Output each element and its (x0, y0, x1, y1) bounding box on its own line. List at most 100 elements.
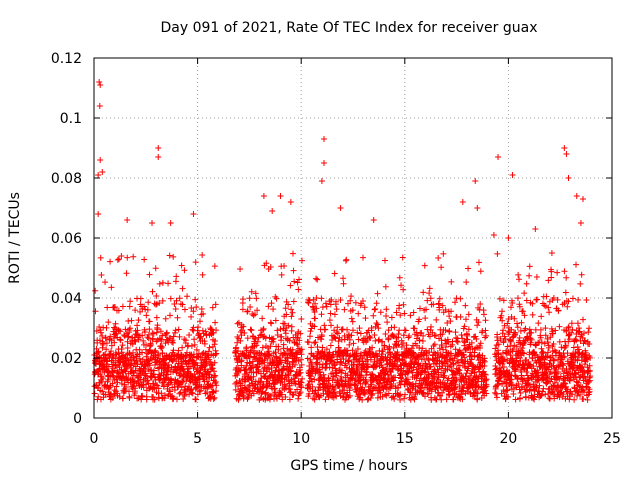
data-point (114, 379, 121, 386)
data-point (483, 390, 490, 397)
data-point (519, 383, 526, 390)
data-point (536, 382, 543, 389)
data-point (549, 330, 556, 337)
data-point (498, 312, 505, 319)
data-point (282, 305, 289, 312)
data-point (492, 366, 499, 373)
data-point (379, 348, 386, 355)
data-point (254, 307, 261, 314)
data-point (491, 389, 498, 396)
data-point (410, 350, 417, 357)
data-point (278, 333, 285, 340)
data-point (281, 320, 288, 327)
data-point (445, 375, 452, 382)
data-point (102, 335, 109, 342)
data-point (355, 336, 362, 343)
data-point (426, 333, 433, 340)
data-point (134, 322, 141, 329)
data-point (448, 367, 455, 374)
data-point (162, 340, 169, 347)
data-point (109, 395, 116, 402)
data-point (234, 339, 241, 346)
data-point (446, 328, 453, 335)
data-point (151, 396, 158, 403)
data-point (400, 332, 407, 339)
data-point (153, 314, 160, 321)
data-point (298, 346, 305, 353)
data-point (292, 380, 299, 387)
x-axis-label: GPS time / hours (290, 458, 407, 474)
data-point (403, 345, 410, 352)
data-point (433, 316, 440, 323)
data-point (118, 349, 125, 356)
data-point (452, 329, 459, 336)
data-point (407, 389, 414, 396)
data-point (123, 384, 130, 391)
data-point (452, 381, 459, 388)
data-point (514, 320, 521, 327)
data-point (357, 350, 364, 357)
data-point (586, 367, 593, 374)
data-point (247, 303, 254, 310)
data-point (139, 392, 146, 399)
data-point (458, 391, 465, 398)
data-point (147, 341, 154, 348)
data-point (537, 326, 544, 333)
data-point (334, 356, 341, 363)
data-point (297, 369, 304, 376)
data-point (327, 310, 334, 317)
data-point (306, 297, 313, 304)
data-point (113, 383, 120, 390)
data-point (363, 378, 370, 385)
data-point (392, 374, 399, 381)
data-point (182, 337, 189, 344)
data-point (410, 309, 417, 316)
data-point (143, 353, 150, 360)
data-point (438, 264, 445, 271)
data-point (579, 196, 586, 202)
data-point (213, 382, 220, 389)
data-point (448, 278, 455, 285)
data-point (99, 169, 106, 175)
data-point (206, 394, 213, 401)
data-point (400, 367, 407, 374)
data-point (177, 389, 184, 396)
data-point (543, 293, 550, 300)
data-point (490, 232, 497, 238)
data-point (297, 330, 304, 337)
data-point (356, 357, 363, 364)
data-point (523, 280, 530, 287)
x-tick-label: 5 (193, 431, 202, 447)
data-point (137, 295, 144, 302)
data-point (555, 307, 562, 314)
data-point (271, 372, 278, 379)
data-point (259, 344, 266, 351)
data-point (165, 280, 172, 287)
data-point (313, 305, 320, 312)
data-point (457, 295, 464, 302)
data-point (119, 303, 126, 310)
data-point (456, 347, 463, 354)
data-point (312, 315, 319, 322)
data-point (346, 336, 353, 343)
data-point (170, 395, 177, 402)
x-tick-labels: 0 5 10 15 20 25 (90, 431, 621, 447)
data-point (391, 324, 398, 331)
data-point (397, 396, 404, 403)
data-point (380, 375, 387, 382)
data-point (159, 279, 166, 286)
data-point (418, 380, 425, 387)
data-point (184, 385, 191, 392)
data-point (308, 325, 315, 332)
data-point (192, 396, 199, 403)
data-point (288, 376, 295, 383)
data-point (188, 389, 195, 396)
data-point (206, 356, 213, 363)
data-point (127, 325, 134, 332)
data-point (474, 205, 481, 211)
data-point (146, 326, 153, 333)
data-point (505, 235, 512, 241)
data-point (257, 378, 264, 385)
data-point (190, 351, 197, 358)
data-point (254, 338, 261, 345)
